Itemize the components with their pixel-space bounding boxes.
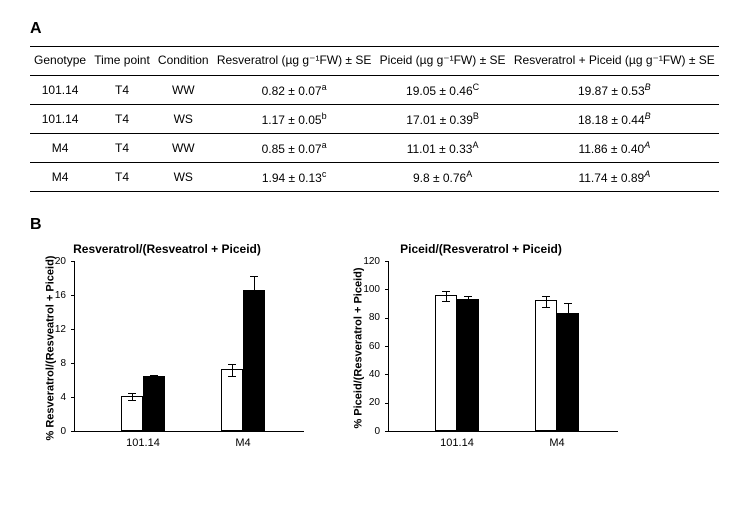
ytick-label: 40 — [369, 369, 380, 380]
table-cell: 1.94 ± 0.13c — [213, 162, 376, 191]
bar-black — [143, 376, 165, 430]
bar-white — [535, 300, 557, 430]
table-row: 101.14T4WW0.82 ± 0.07a19.05 ± 0.46C19.87… — [30, 75, 719, 104]
table-cell: WS — [154, 162, 213, 191]
col-genotype: Genotype — [30, 47, 90, 76]
ytick-label: 100 — [363, 284, 380, 295]
table-cell: 19.87 ± 0.53B — [510, 75, 719, 104]
table-cell: 101.14 — [30, 104, 90, 133]
ytick-label: 20 — [369, 397, 380, 408]
col-condition: Condition — [154, 47, 213, 76]
charts-container: Resveratrol/(Resveatrol + Piceid) % Resv… — [30, 242, 719, 432]
table-cell: M4 — [30, 162, 90, 191]
table-cell: 0.82 ± 0.07a — [213, 75, 376, 104]
data-table: Genotype Time point Condition Resveratro… — [30, 46, 719, 192]
xtick-label: M4 — [549, 437, 564, 449]
ytick-label: 0 — [60, 426, 66, 437]
chart1-title: Resveratrol/(Resveatrol + Piceid) — [30, 242, 304, 256]
table-cell: 11.01 ± 0.33A — [376, 133, 510, 162]
table-cell: WW — [154, 133, 213, 162]
table-cell: 17.01 ± 0.39B — [376, 104, 510, 133]
ytick-label: 8 — [60, 358, 66, 369]
table-cell: 101.14 — [30, 75, 90, 104]
table-cell: T4 — [90, 104, 154, 133]
col-sum: Resveratrol + Piceid (µg g⁻¹FW) ± SE — [510, 47, 719, 76]
table-cell: WW — [154, 75, 213, 104]
table-cell: 18.18 ± 0.44B — [510, 104, 719, 133]
ytick-label: 12 — [55, 324, 66, 335]
chart2-plot: 020406080100120101.14M4 — [388, 262, 618, 432]
ytick-label: 80 — [369, 312, 380, 323]
table-row: 101.14T4WS1.17 ± 0.05b17.01 ± 0.39B18.18… — [30, 104, 719, 133]
table-header-row: Genotype Time point Condition Resveratro… — [30, 47, 719, 76]
col-resveratrol: Resveratrol (µg g⁻¹FW) ± SE — [213, 47, 376, 76]
chart1-plot: 048121620101.14M4 — [74, 262, 304, 432]
chart-piceid-ratio: Piceid/(Resveratrol + Piceid) % Piceid/(… — [344, 242, 618, 432]
chart1-ylabel: % Resveratrol/(Resveatrol + Piceid) — [44, 255, 56, 440]
ytick-label: 4 — [60, 392, 66, 403]
ytick-label: 60 — [369, 341, 380, 352]
xtick-label: 101.14 — [126, 437, 160, 449]
xtick-label: M4 — [235, 437, 250, 449]
ytick-label: 16 — [55, 290, 66, 301]
panel-b-label: B — [30, 216, 719, 234]
table-row: M4T4WW0.85 ± 0.07a11.01 ± 0.33A11.86 ± 0… — [30, 133, 719, 162]
table-cell: 1.17 ± 0.05b — [213, 104, 376, 133]
table-cell: 11.86 ± 0.40A — [510, 133, 719, 162]
table-cell: 11.74 ± 0.89A — [510, 162, 719, 191]
table-cell: 9.8 ± 0.76A — [376, 162, 510, 191]
bar-black — [457, 299, 479, 431]
table-cell: T4 — [90, 75, 154, 104]
table-row: M4T4WS1.94 ± 0.13c9.8 ± 0.76A11.74 ± 0.8… — [30, 162, 719, 191]
bar-black — [243, 290, 265, 430]
xtick-label: 101.14 — [440, 437, 474, 449]
ytick-label: 120 — [363, 256, 380, 267]
col-piceid: Piceid (µg g⁻¹FW) ± SE — [376, 47, 510, 76]
ytick-label: 20 — [55, 256, 66, 267]
table-cell: 0.85 ± 0.07a — [213, 133, 376, 162]
bar-black — [557, 313, 579, 431]
col-timepoint: Time point — [90, 47, 154, 76]
bar-white — [221, 369, 243, 430]
bar-white — [435, 295, 457, 431]
table-cell: WS — [154, 104, 213, 133]
panel-a-label: A — [30, 20, 719, 38]
ytick-label: 0 — [374, 426, 380, 437]
table-cell: 19.05 ± 0.46C — [376, 75, 510, 104]
table-cell: T4 — [90, 162, 154, 191]
table-cell: T4 — [90, 133, 154, 162]
chart2-title: Piceid/(Resveratrol + Piceid) — [344, 242, 618, 256]
table-cell: M4 — [30, 133, 90, 162]
chart-resveratrol-ratio: Resveratrol/(Resveatrol + Piceid) % Resv… — [30, 242, 304, 432]
